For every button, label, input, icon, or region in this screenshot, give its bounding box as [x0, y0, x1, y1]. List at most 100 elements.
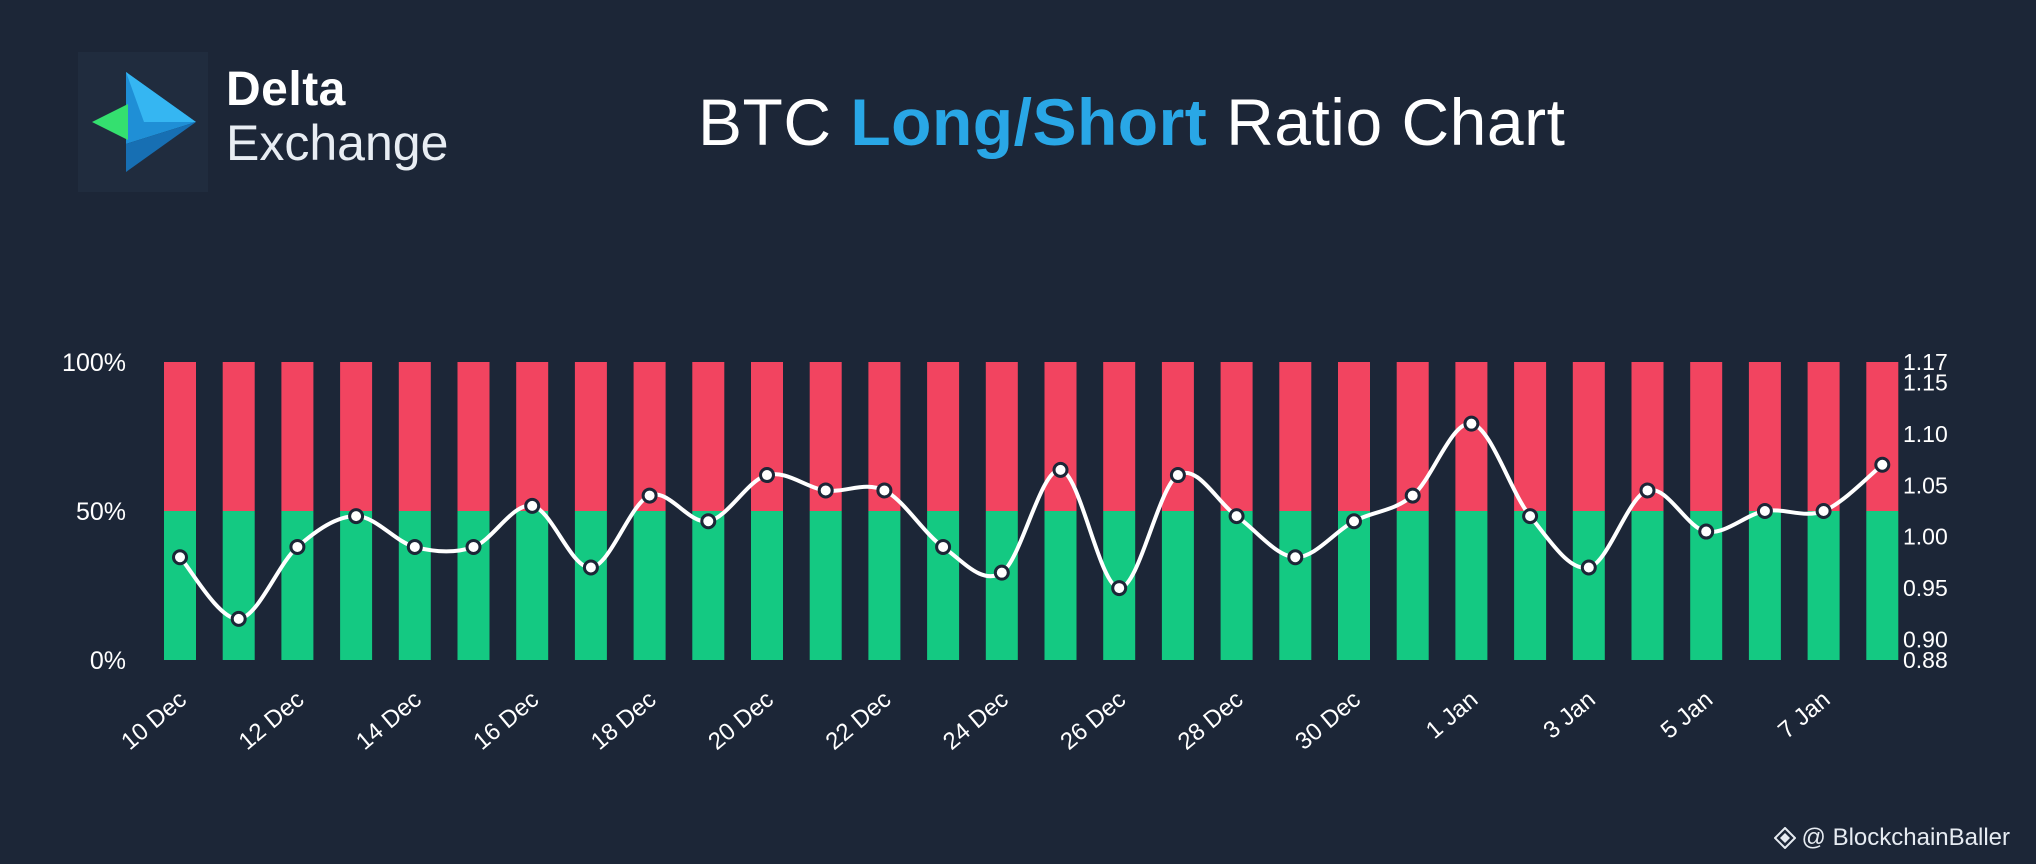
ratio-point	[876, 482, 893, 499]
y-left-tick-label: 50%	[76, 498, 126, 526]
x-tick-label: 1 Jan	[1421, 686, 1483, 744]
x-tick-label: 26 Dec	[1055, 686, 1131, 756]
long-bar	[1572, 511, 1605, 660]
long-bar	[1866, 511, 1899, 660]
ratio-point	[759, 467, 775, 484]
ratio-point	[289, 538, 306, 555]
ratio-point	[1522, 508, 1539, 525]
delta-exchange-logo-mark	[78, 52, 208, 192]
long-bar	[281, 511, 314, 660]
long-bar	[164, 511, 196, 660]
long-bar	[633, 511, 666, 660]
ratio-point	[1111, 580, 1128, 597]
ratio-point	[1169, 467, 1186, 484]
x-tick-label: 7 Jan	[1773, 686, 1835, 744]
short-bar	[164, 362, 196, 511]
x-tick-label: 12 Dec	[234, 686, 310, 756]
y-right-tick-label: 0.95	[1903, 575, 1948, 601]
short-bar	[1572, 362, 1605, 511]
long-bar	[398, 511, 431, 660]
x-tick-label: 10 Dec	[116, 686, 192, 756]
short-bar	[340, 362, 373, 511]
ratio-point	[1580, 559, 1597, 576]
long-bar	[1455, 511, 1488, 660]
short-bar	[692, 362, 725, 511]
diamond-icon	[1773, 827, 1796, 849]
chart-title-part-1: BTC	[698, 85, 851, 159]
delta-exchange-logo: Delta Exchange	[78, 52, 498, 192]
ratio-point	[993, 564, 1010, 581]
long-bar	[457, 511, 490, 660]
long-bar	[1396, 511, 1429, 660]
ratio-line	[178, 421, 1884, 621]
short-bar	[398, 362, 431, 511]
logo-line-2: Exchange	[226, 115, 449, 171]
ratio-point	[1287, 549, 1304, 566]
watermark-text: @ BlockchainBaller	[1801, 824, 2010, 851]
ratio-point	[348, 508, 365, 525]
ratio-point	[582, 559, 599, 576]
ratio-point	[230, 610, 247, 627]
short-bar	[457, 362, 490, 511]
chart-title-highlight: Long/Short	[850, 85, 1208, 159]
x-tick-label: 16 Dec	[468, 686, 544, 756]
ratio-point	[465, 538, 482, 555]
x-tick-label: 20 Dec	[703, 686, 779, 756]
logo-line-1: Delta	[226, 63, 346, 116]
ratio-point	[1228, 508, 1245, 525]
long-bar	[692, 511, 725, 660]
ratio-point	[406, 538, 423, 555]
short-bar	[1279, 362, 1312, 511]
short-bar	[633, 362, 666, 511]
ratio-point	[524, 497, 541, 514]
short-bar	[1866, 362, 1899, 511]
ratio-point	[935, 538, 952, 555]
y-right-tick-label: 0.90	[1903, 626, 1948, 652]
long-bar	[340, 511, 373, 660]
chart-title: BTC Long/Short Ratio Chart	[698, 84, 1565, 160]
ratio-point	[1874, 456, 1891, 473]
long-bar	[222, 511, 255, 660]
x-tick-label: 30 Dec	[1290, 686, 1366, 756]
long-bar	[809, 511, 842, 660]
ratio-point	[817, 482, 834, 499]
long-bar	[1807, 511, 1840, 660]
y-left-tick-label: 100%	[62, 349, 126, 377]
long-bar	[574, 511, 607, 660]
short-bar	[1455, 362, 1488, 511]
short-bar	[985, 362, 1018, 511]
short-bar	[1220, 362, 1253, 511]
y-right-tick-label: 1.17	[1903, 349, 1948, 375]
ratio-point	[1346, 513, 1362, 530]
x-tick-label: 24 Dec	[938, 686, 1014, 756]
ratio-point	[1698, 523, 1715, 540]
x-tick-label: 3 Jan	[1538, 686, 1600, 744]
short-bar	[574, 362, 607, 511]
short-bar	[1514, 362, 1547, 511]
long-bar	[1631, 511, 1664, 660]
chart-title-part-2: Ratio Chart	[1207, 85, 1566, 159]
watermark: @ BlockchainBaller	[1773, 824, 2010, 852]
ratio-point	[1815, 503, 1832, 519]
x-tick-label: 14 Dec	[351, 686, 427, 756]
ratio-point	[1463, 415, 1480, 432]
long-bar	[1748, 511, 1781, 660]
short-bar	[281, 362, 314, 511]
y-right-tick-label: 1.10	[1903, 421, 1948, 447]
long-bar	[751, 511, 783, 660]
short-bar	[1690, 362, 1723, 511]
long-bar	[868, 511, 901, 660]
y-right-tick-label: 1.15	[1903, 370, 1948, 396]
short-bar	[751, 362, 783, 511]
short-bar	[1748, 362, 1781, 511]
long-bar	[1279, 511, 1312, 660]
long-bar	[1338, 511, 1370, 660]
x-tick-label: 28 Dec	[1173, 686, 1249, 756]
x-tick-label: 5 Jan	[1656, 686, 1718, 744]
ratio-point	[1052, 461, 1069, 478]
long-bar	[985, 511, 1018, 660]
short-bar	[222, 362, 255, 511]
long-bar	[516, 511, 549, 660]
short-bar	[1807, 362, 1840, 511]
